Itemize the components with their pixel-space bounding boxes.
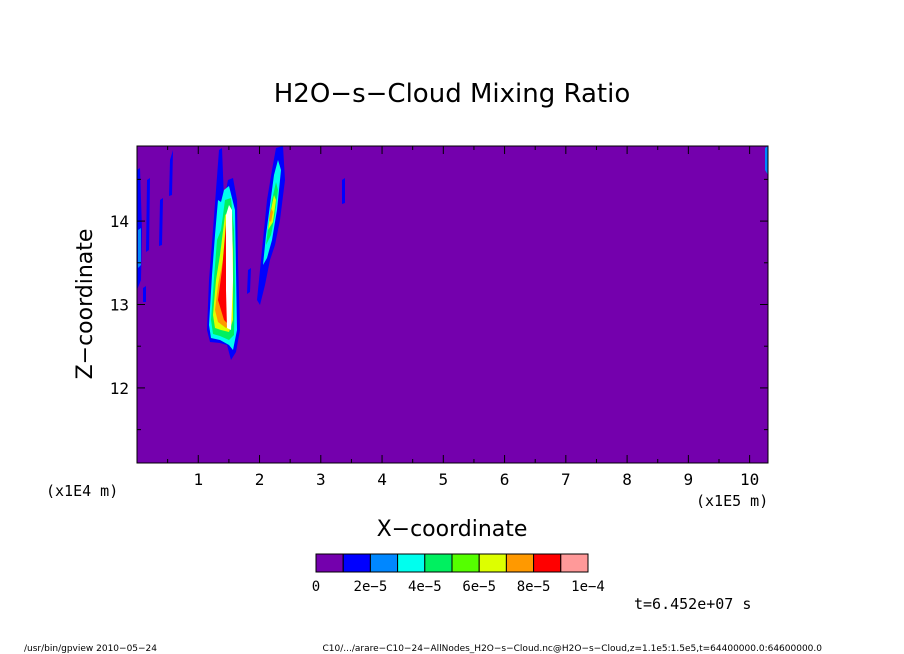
chart-title: H2O−s−Cloud Mixing Ratio (274, 79, 630, 109)
contour-streak-b (159, 198, 163, 246)
y-axis-ticks: 12 13 14 (110, 178, 768, 431)
x-tick-label: 10 (740, 470, 759, 489)
colorbar-box (397, 553, 426, 573)
cloud-features (137, 146, 768, 360)
x-tick-label: 1 (193, 470, 203, 489)
colorbar-box (478, 553, 507, 573)
contour-streak-c (169, 150, 173, 196)
colorbar-box (560, 553, 589, 573)
contour-small-blob (342, 178, 345, 204)
colorbar-boxes (315, 553, 589, 573)
colorbar-tick-label: 4e−5 (408, 579, 442, 595)
colorbar-tick-label: 0 (312, 579, 320, 595)
y-unit-label: (x1E4 m) (46, 482, 118, 500)
colorbar-tick-label: 8e−5 (517, 579, 551, 595)
x-unit-label: (x1E5 m) (696, 492, 768, 510)
footer-left: /usr/bin/gpview 2010−05−24 (24, 644, 157, 654)
contour-streak-e (247, 268, 251, 294)
contour-main-core (226, 205, 233, 330)
contour-streak-d (143, 286, 146, 302)
colorbar-box (533, 553, 562, 573)
contour-streak-a (146, 178, 150, 252)
colorbar: 0 2e−5 4e−5 6e−5 8e−5 1e−4 (312, 553, 605, 595)
y-tick-label: 12 (110, 379, 129, 398)
footer-right: C10/.../arare−C10−24−AllNodes_H2O−s−Clou… (323, 644, 823, 654)
x-tick-label: 2 (255, 470, 265, 489)
x-axis-label: X−coordinate (377, 517, 528, 542)
x-tick-label: 8 (622, 470, 632, 489)
contour-second-orange (269, 208, 273, 222)
colorbar-tick-label: 2e−5 (354, 579, 388, 595)
colorbar-box (315, 553, 344, 573)
colorbar-tick-label: 6e−5 (462, 579, 496, 595)
colorbar-box (342, 553, 371, 573)
x-tick-label: 5 (438, 470, 448, 489)
y-axis-label: Z−coordinate (73, 229, 98, 380)
x-tick-label: 3 (316, 470, 326, 489)
colorbar-box (505, 553, 535, 573)
colorbar-box (451, 553, 480, 573)
y-tick-label: 13 (110, 296, 129, 315)
colorbar-box (369, 553, 399, 573)
x-tick-label: 4 (377, 470, 387, 489)
x-axis-ticks: 1 2 3 4 5 6 7 8 9 10 (167, 146, 759, 489)
colorbar-box (424, 553, 453, 573)
field-background (137, 146, 768, 463)
x-tick-label: 6 (500, 470, 510, 489)
colorbar-labels: 0 2e−5 4e−5 6e−5 8e−5 1e−4 (312, 579, 605, 595)
contour-left-edge-2 (138, 228, 141, 268)
y-tick-label: 14 (110, 212, 129, 231)
contour-right-edge (765, 146, 768, 175)
x-tick-label: 9 (684, 470, 694, 489)
x-tick-label: 7 (561, 470, 571, 489)
colorbar-tick-label: 1e−4 (571, 579, 605, 595)
time-label: t=6.452e+07 s (634, 595, 751, 613)
